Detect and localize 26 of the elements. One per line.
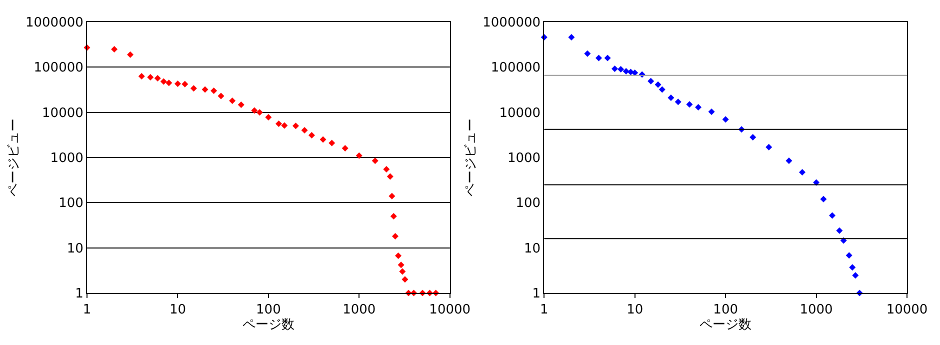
y-tick-label: 10 <box>524 241 541 256</box>
x-tick-label: 1000 <box>800 302 833 318</box>
y-tick-label: 100000 <box>34 60 84 76</box>
y-tick-label: 100 <box>58 196 84 212</box>
y-tick-label: 1000000 <box>25 16 84 31</box>
x-axis-title: ページ数 <box>242 318 294 333</box>
y-tick-label: 10000 <box>499 106 541 121</box>
x-tick-label: 10 <box>626 302 644 318</box>
y-tick-label: 100 <box>516 196 541 212</box>
y-axis-title: ページビュー <box>6 118 22 196</box>
x-tick-label: 100 <box>256 302 281 318</box>
x-tick-label: 100 <box>713 302 738 318</box>
x-tick-label: 10000 <box>886 302 928 318</box>
y-tick-label: 10 <box>66 241 84 256</box>
x-tick-label: 10 <box>169 302 186 318</box>
y-tick-label: 1000 <box>507 151 541 166</box>
y-axis-title: ページビュー <box>464 118 479 196</box>
x-tick-label: 10000 <box>429 302 471 318</box>
x-axis-title: ページ数 <box>700 318 752 333</box>
y-tick-label: 1000 <box>50 151 84 166</box>
y-tick-label: 100000 <box>490 60 541 76</box>
y-tick-label: 1 <box>532 286 541 302</box>
y-tick-label: 10000 <box>42 106 84 121</box>
y-tick-label: 1000000 <box>482 16 541 31</box>
y-tick-label: 1 <box>75 286 84 302</box>
x-tick-label: 1000 <box>342 302 376 318</box>
